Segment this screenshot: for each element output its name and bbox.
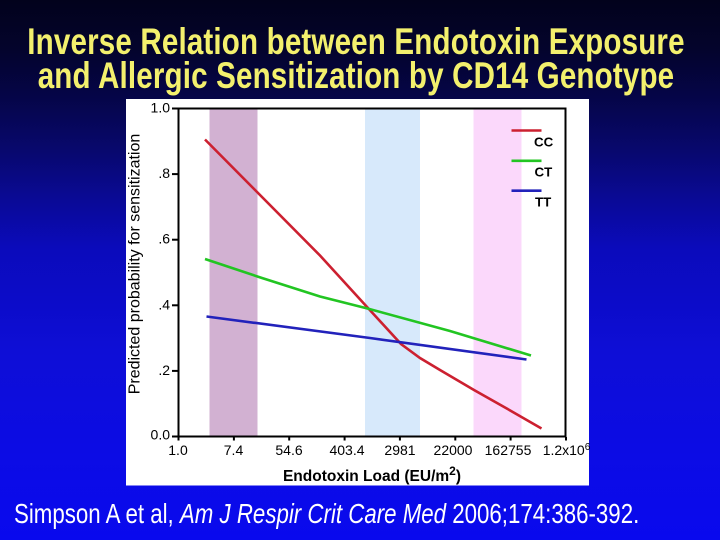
svg-text:.2: .2 [158, 362, 170, 378]
svg-text:7.4: 7.4 [224, 442, 244, 458]
svg-text:1.2x106: 1.2x106 [543, 442, 591, 458]
svg-text:CT: CT [535, 165, 553, 180]
svg-text:Endotoxin Load (EU/m2): Endotoxin Load (EU/m2) [283, 464, 461, 485]
svg-text:.6: .6 [158, 231, 170, 247]
svg-text:54.6: 54.6 [275, 442, 302, 458]
svg-text:.8: .8 [158, 165, 170, 181]
svg-text:1.0: 1.0 [151, 100, 171, 116]
svg-text:162755: 162755 [485, 442, 532, 458]
svg-text:CC: CC [534, 135, 554, 150]
svg-text:403.4: 403.4 [329, 442, 364, 458]
svg-text:Predicted probability for sens: Predicted probability for sensitization [127, 134, 144, 395]
svg-text:2981: 2981 [384, 442, 415, 458]
svg-text:22000: 22000 [434, 442, 473, 458]
svg-text:TT: TT [535, 195, 551, 210]
svg-text:.4: .4 [158, 296, 170, 312]
svg-text:0.0: 0.0 [151, 427, 171, 443]
svg-text:1.0: 1.0 [168, 442, 188, 458]
